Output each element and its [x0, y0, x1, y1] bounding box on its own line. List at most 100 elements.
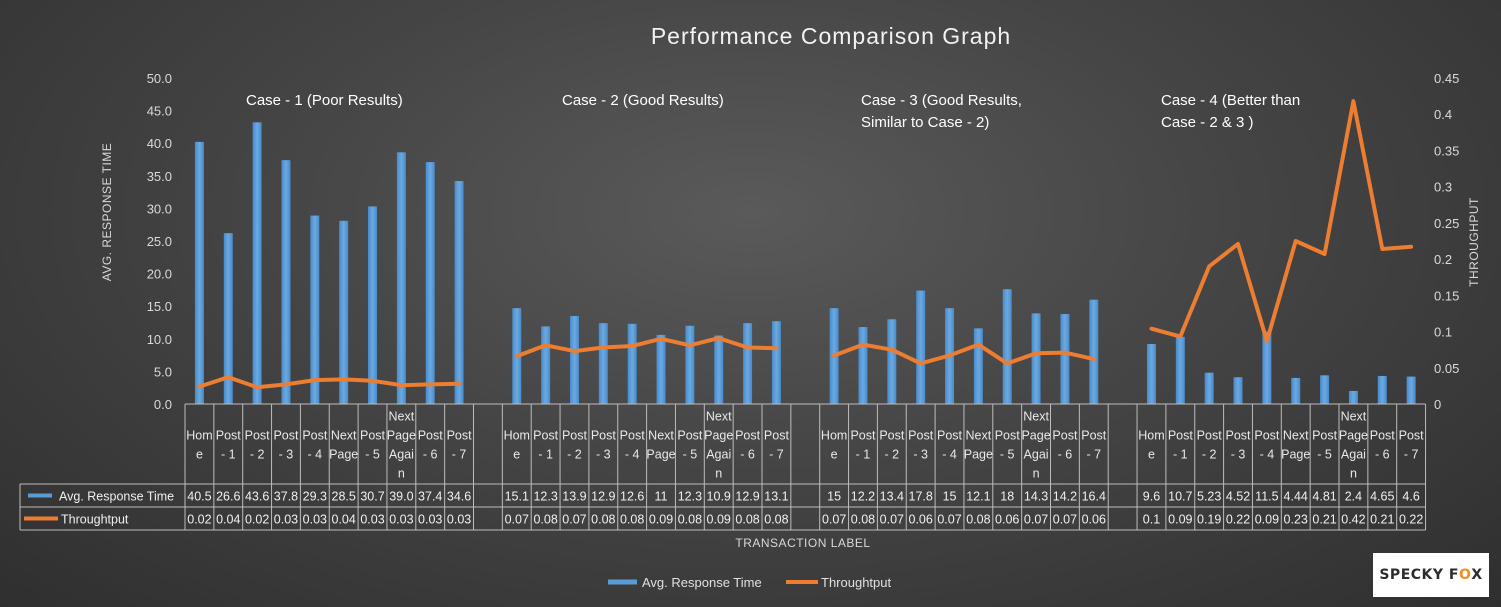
category-label: Post - 7	[1399, 429, 1425, 462]
bar	[281, 160, 291, 404]
y-tick-label: 0.0	[154, 397, 172, 412]
category-label: Post - 4	[620, 429, 646, 462]
category-label: Next Page Agai n	[1021, 410, 1050, 481]
bar	[1002, 289, 1012, 404]
category-label: Post - 3	[591, 429, 617, 462]
category-label: Post - 2	[562, 429, 588, 462]
category-label: Next Page Agai n	[704, 410, 733, 481]
y-tick-label: 15.0	[147, 299, 172, 314]
table-cell-response-time: 15.1	[505, 490, 529, 504]
bar	[1262, 331, 1272, 404]
case-label: Case - 4 (Better than Case - 2 & 3 )	[1161, 92, 1300, 131]
bar	[223, 233, 233, 404]
legend-label-throughput: Throughtput	[821, 575, 891, 590]
case-labels: Case - 1 (Poor Results) Case - 2 (Good Re…	[246, 92, 1300, 131]
bar	[194, 141, 204, 404]
table-cell-throughput: 0.07	[505, 513, 529, 527]
table-cell-throughput: 0.08	[735, 513, 759, 527]
category-label: Next Page Agai n	[1339, 410, 1368, 481]
category-label: Post - 5	[995, 429, 1021, 462]
y2-axis-title: THROUGHPUT	[1467, 197, 1481, 287]
table-cell-response-time: 26.6	[216, 490, 240, 504]
table-cell-throughput: 0.03	[360, 513, 384, 527]
table-cell-response-time: 4.6	[1402, 490, 1419, 504]
bar	[339, 220, 349, 404]
bar	[1175, 336, 1185, 404]
table-cell-response-time: 4.52	[1226, 490, 1250, 504]
category-label: Post - 5	[677, 429, 703, 462]
table-cell-throughput: 0.08	[533, 513, 557, 527]
category-label: Post - 2	[879, 429, 905, 462]
category-label: Post - 6	[1052, 429, 1078, 462]
bar	[252, 122, 262, 404]
table-cell-response-time: 12.9	[735, 490, 759, 504]
table-cell-throughput: 0.22	[1399, 513, 1423, 527]
table-cell-response-time: 12.3	[533, 490, 557, 504]
category-label: Post - 4	[1254, 429, 1280, 462]
bar	[1377, 375, 1387, 404]
case-label: Case - 2 (Good Results)	[562, 92, 724, 109]
category-label: Post - 1	[850, 429, 876, 462]
table-cell-response-time: 15	[827, 490, 841, 504]
category-label: Post - 7	[447, 429, 473, 462]
legend: Avg. Response Time Throughtput	[608, 575, 891, 590]
table-cell-response-time: 12.6	[620, 490, 644, 504]
bar	[1291, 377, 1301, 404]
category-label: Post - 3	[908, 429, 934, 462]
table-cell-throughput: 0.02	[187, 513, 211, 527]
throughput-line	[832, 342, 1096, 366]
table-cell-response-time: 14.3	[1024, 490, 1048, 504]
category-label: Post - 3	[273, 429, 299, 462]
category-label: Next Page	[646, 429, 675, 462]
bar	[368, 206, 378, 404]
table-cell-throughput: 0.08	[620, 513, 644, 527]
y-axis-left: 0.0 5.0 10.0 15.0 20.0 25.0 30.0 35.0 40.0 45.0 50…	[147, 71, 172, 412]
table-cell-response-time: 30.7	[360, 490, 384, 504]
table-cell-throughput: 0.07	[562, 513, 586, 527]
throughput-line	[514, 336, 779, 359]
table-cell-throughput: 0.03	[447, 513, 471, 527]
bar	[1204, 372, 1214, 404]
table-cell-response-time: 40.5	[187, 490, 211, 504]
bar	[1348, 390, 1358, 404]
category-label: Post - 1	[1168, 429, 1194, 462]
table-cell-response-time: 16.4	[1082, 490, 1106, 504]
bar	[1233, 377, 1243, 404]
case-label: Case - 1 (Poor Results)	[246, 92, 403, 109]
bar	[627, 323, 637, 404]
category-label: Post - 5	[1312, 429, 1338, 462]
category-label: Post - 6	[1370, 429, 1396, 462]
table-cell-response-time: 12.1	[966, 490, 990, 504]
table-cell-throughput: 0.22	[1226, 513, 1250, 527]
table-cell-response-time: 17.8	[909, 490, 933, 504]
category-label: Hom e	[504, 429, 530, 462]
y-tick-label: 10.0	[147, 332, 172, 347]
table-cell-throughput: 0.06	[995, 513, 1019, 527]
table-cell-response-time: 29.3	[303, 490, 327, 504]
bar	[714, 335, 724, 404]
table-cell-throughput: 0.04	[332, 513, 356, 527]
category-label: Post - 6	[418, 429, 444, 462]
table-cell-throughput: 0.21	[1312, 513, 1336, 527]
y2-tick-label: 0.15	[1434, 288, 1459, 303]
y-tick-label: 30.0	[147, 201, 172, 216]
table-cell-response-time: 37.8	[274, 490, 298, 504]
table-cell-throughput: 0.21	[1370, 513, 1394, 527]
y-tick-label: 35.0	[147, 169, 172, 184]
table-cell-response-time: 10.9	[707, 490, 731, 504]
table-cell-response-time: 13.1	[764, 490, 788, 504]
table-cell-response-time: 12.3	[678, 490, 702, 504]
table-cell-throughput: 0.09	[1168, 513, 1192, 527]
table-cell-throughput: 0.07	[937, 513, 961, 527]
legend-label-response-time: Avg. Response Time	[642, 575, 762, 590]
category-label: Next Page Agai n	[387, 410, 416, 481]
table-cell-throughput: 0.07	[1053, 513, 1077, 527]
bar	[973, 328, 983, 404]
y2-tick-label: 0.35	[1434, 143, 1459, 158]
table-cell-throughput: 0.03	[274, 513, 298, 527]
category-label: Next Page	[329, 429, 358, 462]
table-cell-throughput: 0.06	[909, 513, 933, 527]
